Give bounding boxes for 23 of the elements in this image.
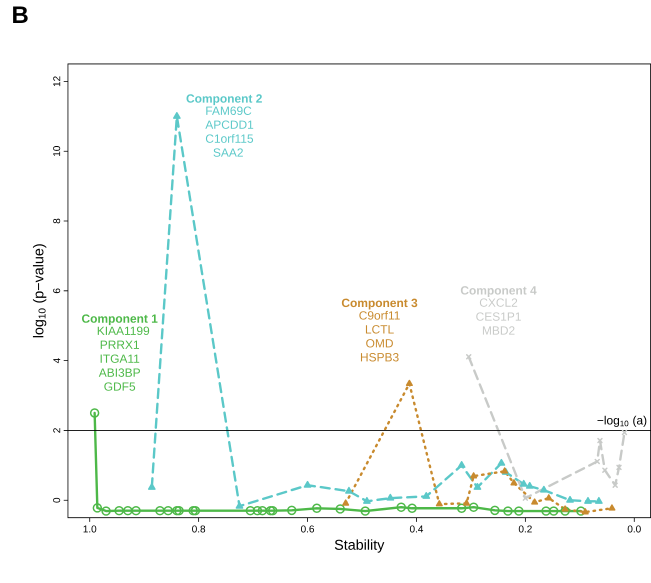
x-tick-label: 0.4 — [410, 526, 424, 533]
y-tick-label: 0 — [53, 498, 60, 503]
x-tick-label: 0.8 — [192, 526, 206, 533]
ref-line-label: −log$_{10}$ (a) — [597, 416, 646, 428]
text: Component 3 — [342, 298, 418, 310]
y-tick-label: 2 — [53, 428, 60, 433]
y-tick-label: 10 — [53, 146, 60, 156]
annotation: KIAA1199 PRRX1 ITGA11 ABI3BP GDF5 — [98, 326, 150, 391]
series-label: Component 2 — [186, 94, 262, 106]
x-tick-label: 0.0 — [628, 526, 641, 533]
y-tick-label: 6 — [53, 288, 60, 294]
y-tick-label: 12 — [53, 76, 60, 86]
x-axis-title: Stability — [334, 540, 384, 553]
y-axis-title: log$_{10}$ (p−value) — [32, 244, 46, 338]
y-tick-label: 8 — [53, 218, 60, 224]
text: Component 1 — [82, 314, 158, 326]
annotation: FAM69C APCDD1 C1orf115 SAA2 — [205, 106, 254, 157]
x-tick-label: 1.0 — [84, 526, 96, 533]
chart-title: B — [13, 6, 28, 24]
annotation: C9orf11 LCTL OMD HSPB3 — [359, 311, 400, 362]
x-tick-label: 0.2 — [518, 526, 532, 533]
y-tick-label: 4 — [53, 358, 60, 364]
x-tick-label: 0.6 — [301, 526, 314, 533]
